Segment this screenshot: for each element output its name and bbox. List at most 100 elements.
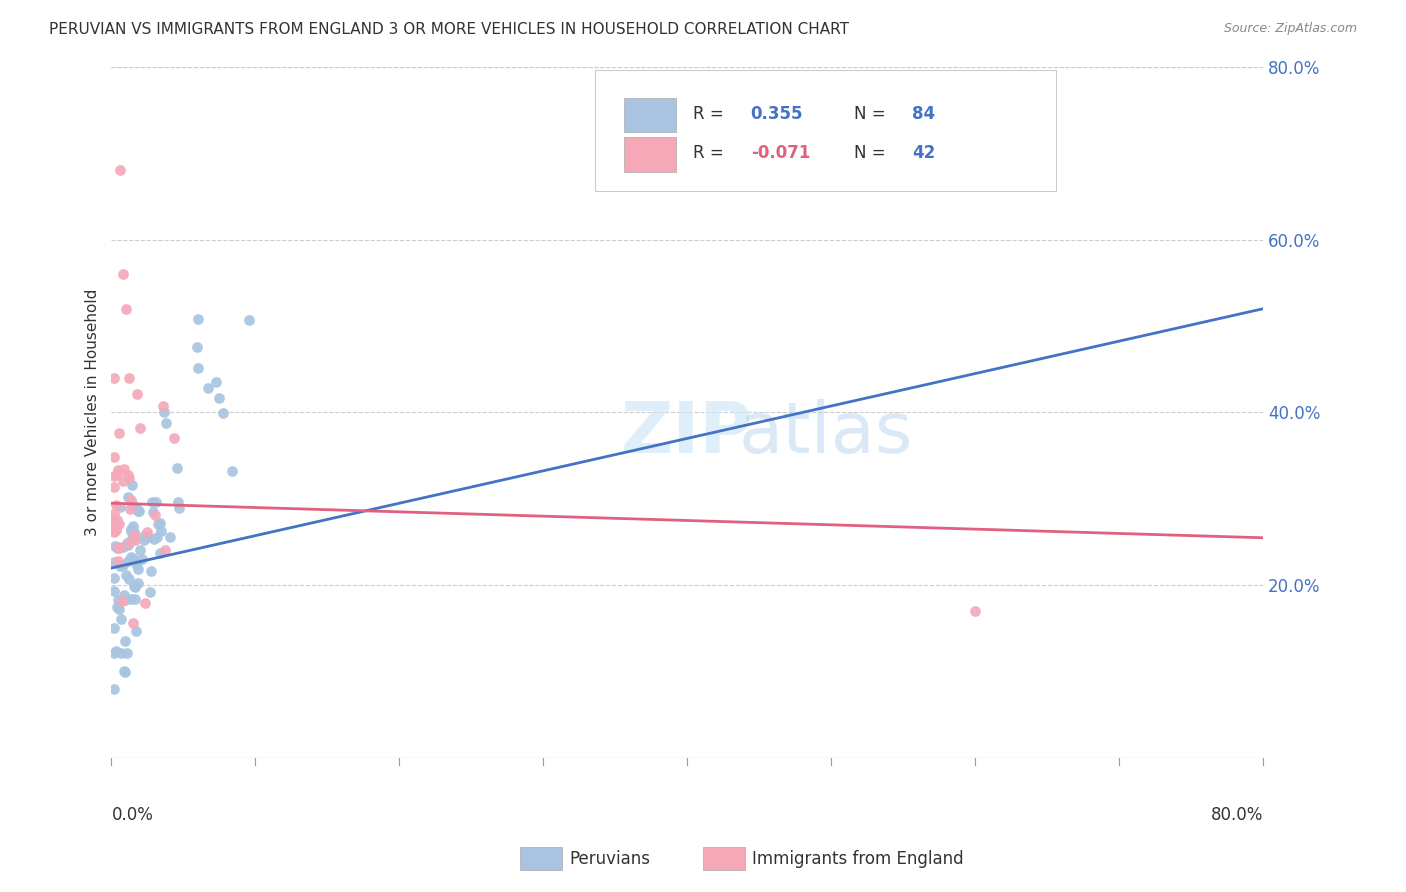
Point	[221, 464, 243, 478]
Point	[105, 523, 128, 537]
Point	[107, 593, 129, 607]
Point	[103, 480, 125, 494]
Text: R =: R =	[693, 104, 724, 122]
Point	[111, 475, 134, 489]
Point	[121, 498, 143, 512]
Point	[162, 431, 184, 445]
Point	[121, 477, 143, 491]
Point	[118, 502, 141, 516]
Point	[103, 516, 125, 531]
Point	[136, 530, 159, 544]
Point	[112, 558, 135, 572]
Point	[112, 664, 135, 678]
Point	[125, 624, 148, 638]
Point	[129, 421, 152, 435]
Point	[122, 527, 145, 541]
Point	[205, 375, 228, 389]
Point	[125, 501, 148, 516]
Point	[187, 311, 209, 326]
FancyBboxPatch shape	[624, 137, 676, 172]
Point	[132, 529, 155, 543]
Text: 0.0%: 0.0%	[111, 805, 153, 824]
Point	[108, 500, 131, 514]
Point	[115, 536, 138, 550]
Point	[103, 524, 125, 539]
Point	[127, 504, 149, 518]
Point	[112, 462, 135, 476]
Point	[108, 163, 131, 178]
Point	[129, 543, 152, 558]
Point	[124, 533, 146, 547]
Point	[118, 573, 141, 587]
Point	[125, 558, 148, 572]
Text: R =: R =	[693, 144, 724, 162]
Text: N =: N =	[855, 104, 886, 122]
Point	[149, 546, 172, 560]
Point	[103, 469, 125, 483]
Point	[103, 571, 125, 585]
Point	[114, 593, 136, 607]
Point	[965, 604, 987, 618]
Point	[159, 530, 181, 544]
Point	[108, 517, 131, 532]
Point	[155, 543, 177, 558]
Point	[146, 517, 169, 532]
Text: 84: 84	[912, 104, 935, 122]
Point	[134, 533, 156, 547]
FancyBboxPatch shape	[595, 70, 1056, 191]
Point	[110, 612, 132, 626]
Point	[152, 399, 174, 413]
Point	[117, 471, 139, 485]
Point	[117, 554, 139, 568]
Point	[143, 508, 166, 523]
Point	[114, 301, 136, 316]
Point	[208, 391, 231, 405]
Point	[107, 541, 129, 555]
Point	[103, 450, 125, 464]
Text: atlas: atlas	[738, 399, 912, 467]
Text: ZIP: ZIP	[621, 399, 754, 467]
Point	[145, 495, 167, 509]
Point	[117, 490, 139, 504]
Point	[122, 579, 145, 593]
Point	[141, 495, 163, 509]
Point	[110, 646, 132, 660]
Point	[103, 682, 125, 697]
Point	[103, 507, 125, 521]
Point	[107, 554, 129, 568]
FancyBboxPatch shape	[624, 98, 676, 132]
Point	[153, 405, 176, 419]
Point	[120, 550, 142, 565]
Text: 42: 42	[912, 144, 935, 162]
Text: Immigrants from England: Immigrants from England	[752, 850, 965, 868]
Point	[127, 387, 149, 401]
Point	[124, 525, 146, 540]
Point	[118, 536, 141, 550]
Point	[105, 467, 128, 481]
Point	[120, 592, 142, 607]
Point	[108, 541, 131, 556]
Point	[108, 559, 131, 574]
Point	[150, 524, 173, 538]
Point	[104, 539, 127, 553]
Point	[143, 532, 166, 546]
Text: N =: N =	[855, 144, 886, 162]
Point	[197, 381, 219, 395]
Point	[118, 371, 141, 385]
Point	[103, 646, 125, 660]
Point	[169, 501, 191, 516]
Point	[122, 533, 145, 547]
Point	[186, 340, 208, 354]
Point	[120, 533, 142, 547]
Point	[120, 524, 142, 539]
Point	[111, 267, 134, 281]
Text: -0.071: -0.071	[751, 144, 810, 162]
Point	[187, 361, 209, 376]
Point	[122, 551, 145, 566]
Point	[141, 564, 163, 578]
Point	[105, 513, 128, 527]
Point	[131, 551, 153, 566]
Point	[112, 588, 135, 602]
Point	[122, 616, 145, 631]
Point	[105, 599, 128, 614]
